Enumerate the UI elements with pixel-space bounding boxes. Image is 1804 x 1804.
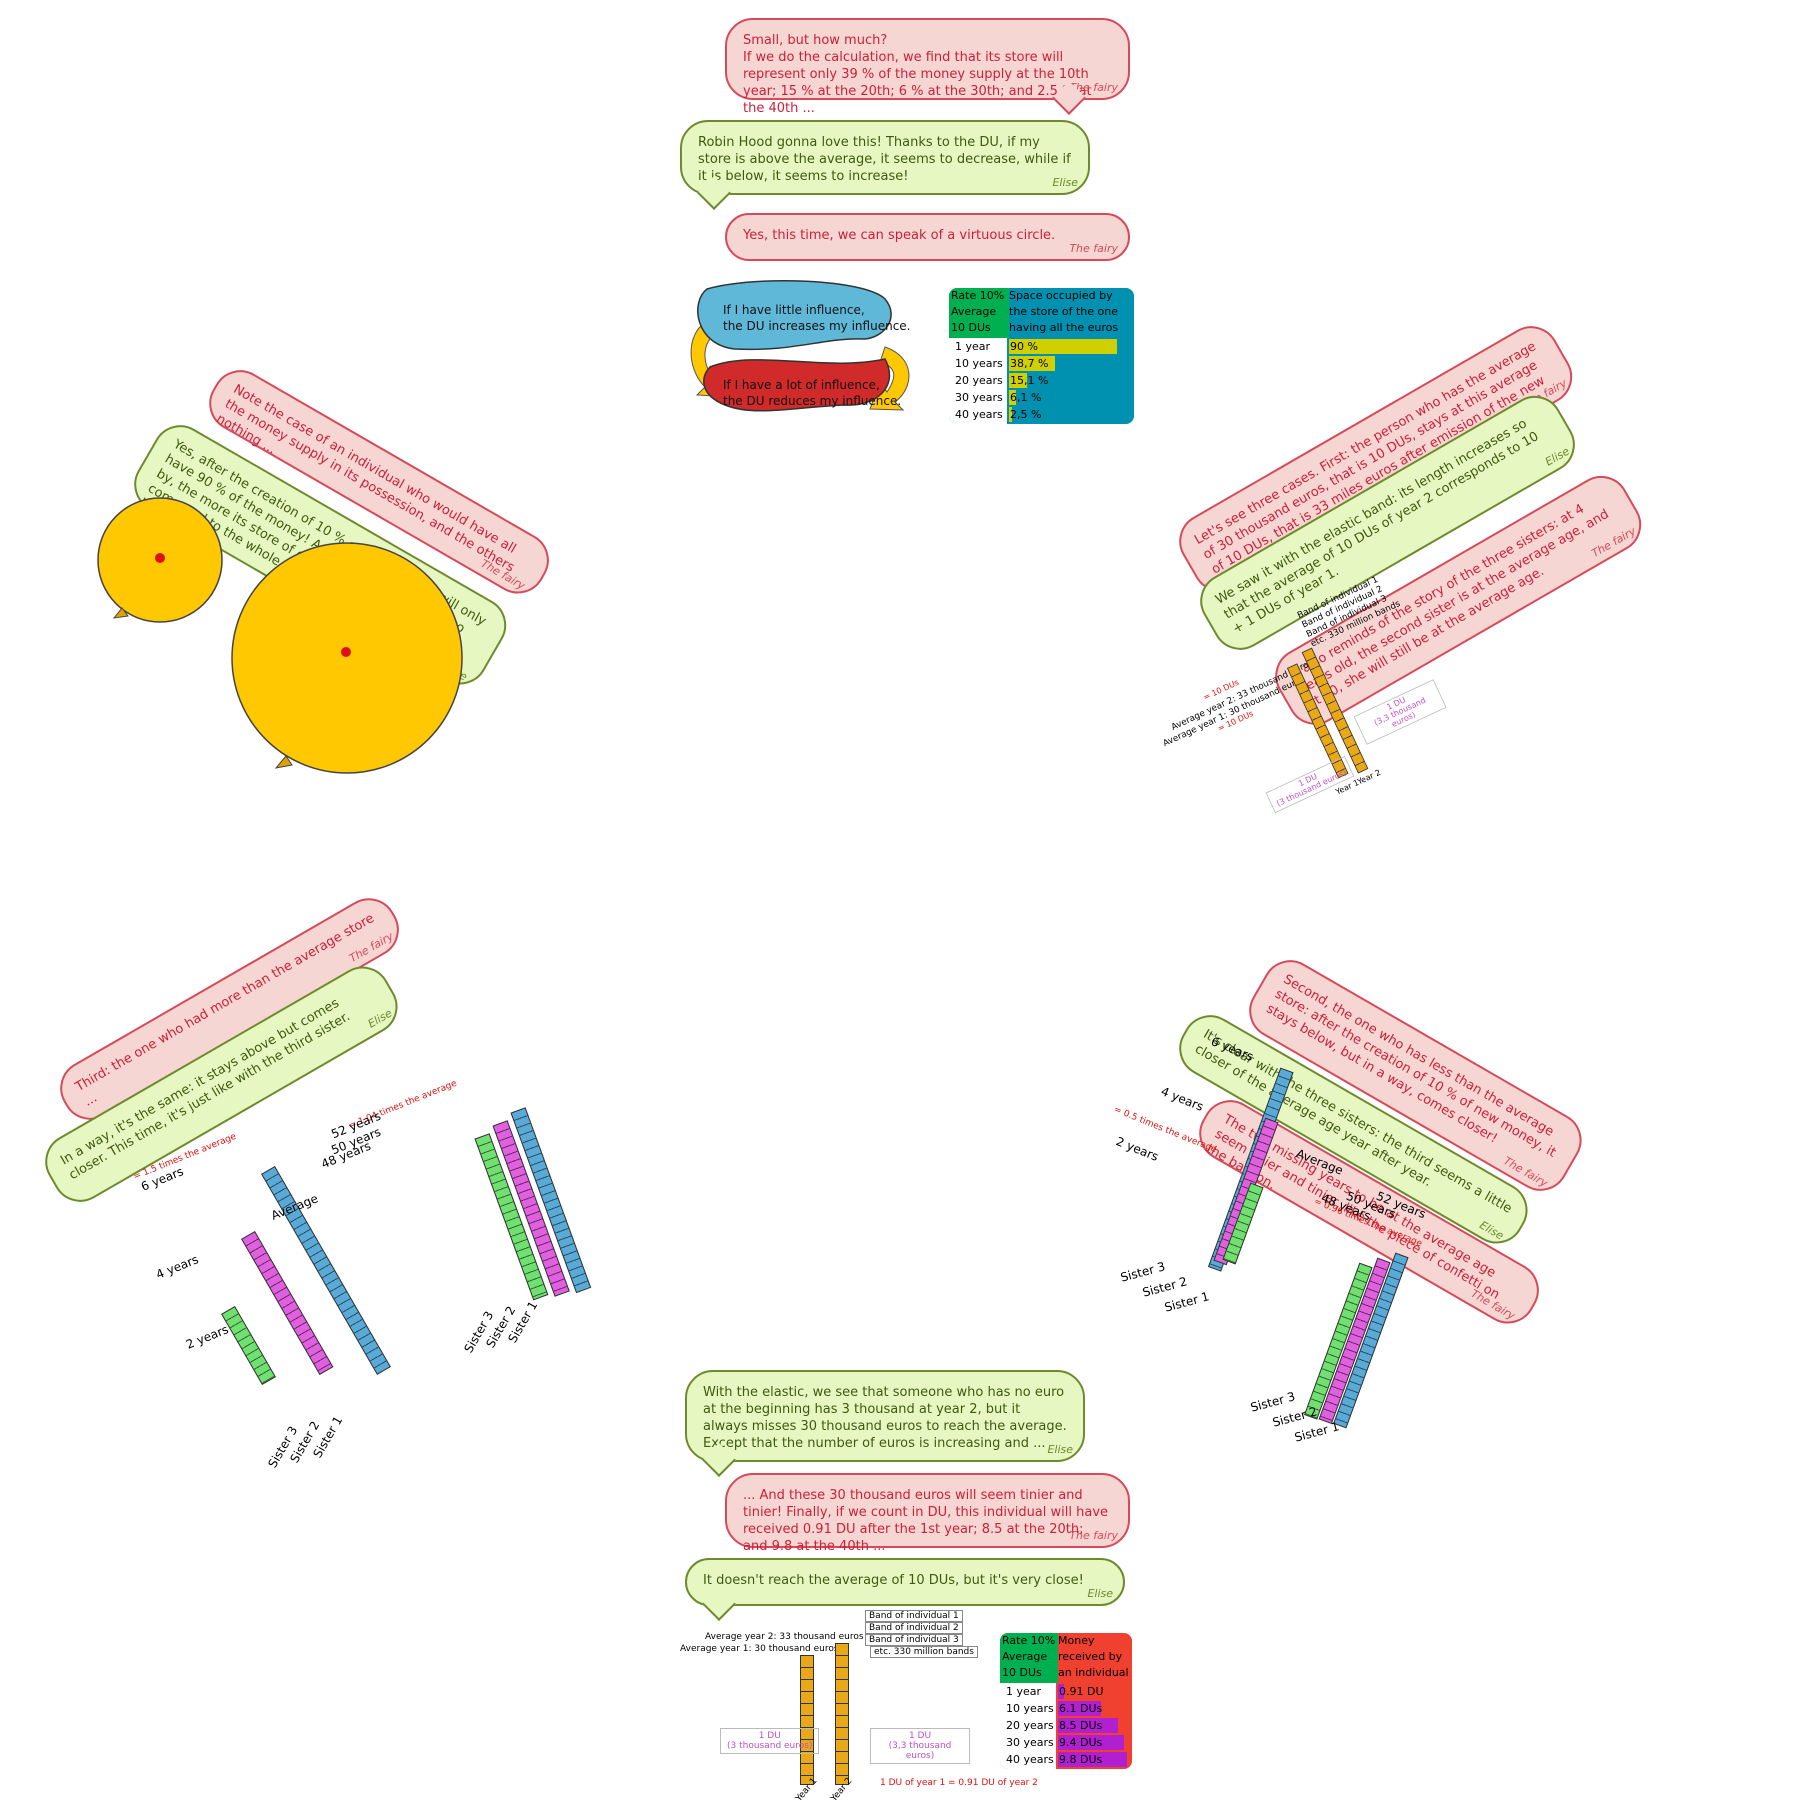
confetti-dot <box>155 553 165 563</box>
elise-bubble-6: With the elastic, we see that someone wh… <box>685 1370 1085 1477</box>
table-row-value: 9.4 DUs <box>1059 1736 1103 1749</box>
store-space-table: Rate 10% Average 10 DUs Space occupied b… <box>949 288 1134 424</box>
bubble-text: Small, but how much? If we do the calcul… <box>743 33 1092 116</box>
right-top-panel: Let's see three cases. First: the person… <box>1130 270 1790 830</box>
fairy-bubble-1: Small, but how much? If we do the calcul… <box>725 18 1130 116</box>
speaker-label: Elise <box>1052 176 1078 189</box>
small-balloon <box>97 497 223 623</box>
band-label: Band of individual 2 <box>865 1622 963 1634</box>
table-row-label: 10 years <box>955 357 1003 370</box>
table-row-label: 20 years <box>955 374 1003 387</box>
table-head-left: Rate 10% Average 10 DUs <box>949 288 1009 338</box>
table-left-white <box>1000 1683 1056 1769</box>
bottom-panel: With the elastic, we see that someone wh… <box>670 1370 1140 1804</box>
bubble-text: Yes, this time, we can speak of a virtuo… <box>743 228 1056 243</box>
age-label: 2 years <box>183 1322 231 1352</box>
left-bottom-panel: Third: the one who had more than the ave… <box>35 888 670 1560</box>
virtuous-circle-diagram <box>690 280 910 412</box>
table-row-value: 0.91 DU <box>1059 1685 1104 1698</box>
elise-bubble-1: Robin Hood gonna love this! Thanks to th… <box>680 120 1090 210</box>
elise-bubble-7: It doesn't reach the average of 10 DUs, … <box>685 1558 1125 1621</box>
table-row-value: 6.1 DUs <box>1059 1702 1103 1715</box>
cycle-top-label: If I have little influence, the DU incre… <box>723 303 911 333</box>
left-top-panel: Note the case of an individual who would… <box>60 270 680 830</box>
speaker-label: Elise <box>1087 1587 1113 1600</box>
table-row-label: 40 years <box>955 408 1003 421</box>
top-panel: Small, but how much? If we do the calcul… <box>675 15 1135 435</box>
table-row-label: 10 years <box>1006 1702 1054 1715</box>
age-label: 4 years <box>153 1252 201 1282</box>
bubble-text: Robin Hood gonna love this! Thanks to th… <box>698 135 1071 184</box>
speaker-label: The fairy <box>1069 242 1118 255</box>
confetti-dot <box>341 647 351 657</box>
sister-label: Sister 1 <box>1292 1419 1341 1445</box>
table-value-bar <box>1058 1752 1127 1767</box>
table-value-bar <box>1058 1701 1101 1716</box>
table-row-value: 2,5 % <box>1010 408 1042 421</box>
bubble-text: It doesn't reach the average of 10 DUs, … <box>703 1573 1084 1588</box>
table-row-label: 20 years <box>1006 1719 1054 1732</box>
speaker-label: The fairy <box>1069 1529 1118 1542</box>
table-value-bar <box>1058 1718 1118 1733</box>
table-row-value: 9.8 DUs <box>1059 1753 1103 1766</box>
elastic-diagram: Band of individual 1 Band of individual … <box>670 1610 1038 1804</box>
fairy-bubble-2: Yes, this time, we can speak of a virtuo… <box>725 213 1130 261</box>
table-row-value: 8.5 DUs <box>1059 1719 1103 1732</box>
fairy-bubble-9: ... And these 30 thousand euros will see… <box>725 1473 1130 1554</box>
table-row-value: 90 % <box>1010 340 1038 353</box>
right-bottom-panel: Second, the one who has less than the av… <box>1112 930 1790 1530</box>
bubble-text: With the elastic, we see that someone wh… <box>703 1385 1067 1451</box>
age-label: 2 years <box>1113 1134 1161 1164</box>
table-row-value: 38,7 % <box>1010 357 1049 370</box>
table-value-bar <box>1058 1735 1124 1750</box>
table-row-label: 30 years <box>955 391 1003 404</box>
bubble-text: ... And these 30 thousand euros will see… <box>743 1488 1109 1554</box>
big-balloon <box>231 542 463 774</box>
band-year1 <box>800 1655 814 1785</box>
table-left-white <box>949 338 1007 424</box>
table-value-bar <box>1009 407 1012 422</box>
year1-label: Year 1 <box>794 1776 820 1804</box>
band-label: etc. 330 million bands <box>870 1646 978 1658</box>
times-label: = 1.5 times the average <box>132 1131 238 1183</box>
speaker-label: Elise <box>365 1006 395 1031</box>
table-head-right: Space occupied by the store of the one h… <box>1009 289 1119 334</box>
speaker-label: The fairy <box>1069 81 1118 94</box>
sisters-diagram-left: = 1.5 times the average 6 years Average … <box>110 1079 630 1550</box>
table-value-bar <box>1009 373 1028 388</box>
average-label: Average <box>1294 1146 1346 1178</box>
age-label: 4 years <box>1158 1084 1206 1114</box>
du-year2-label: 1 DU (3,3 thousand euros) <box>1353 679 1447 745</box>
table-value-bar <box>1058 1684 1065 1699</box>
du-year2-label: 1 DU (3,3 thousand euros) <box>870 1728 970 1764</box>
table-value-bar <box>1009 339 1117 354</box>
average-year1-label: Average year 1: 30 thousand euros <box>680 1644 839 1654</box>
table-row-label: 40 years <box>1006 1753 1054 1766</box>
speaker-label: Elise <box>1047 1443 1073 1456</box>
table-head-left: Rate 10% Average 10 DUs <box>1000 1633 1058 1683</box>
table-value-bar <box>1009 356 1056 371</box>
sister-label: Sister 1 <box>1162 1289 1211 1315</box>
band-label: Band of individual 1 <box>865 1610 963 1622</box>
sister1-bar-young <box>261 1166 391 1375</box>
du-equivalence-label: 1 DU of year 1 = 0.91 DU of year 2 <box>880 1778 1038 1788</box>
table-row-value: 15,1 % <box>1010 374 1049 387</box>
table-value-bar <box>1009 390 1017 405</box>
balloons <box>97 497 463 774</box>
cycle-bottom-label: If I have a lot of influence, the DU red… <box>723 378 902 408</box>
band-label: Band of individual 3 <box>865 1634 963 1646</box>
table-row-label: 1 year <box>1006 1685 1042 1698</box>
band-year2 <box>835 1643 849 1785</box>
table-head-right: Money received by an individual <box>1058 1634 1129 1679</box>
du-year1-label: 1 DU (3 thousand euros) <box>720 1728 820 1754</box>
sister3-bar-young <box>221 1306 276 1386</box>
table-row-value: 6,1 % <box>1010 391 1042 404</box>
sisters-diagram-right: 6 years 4 years = 0.5 times the average … <box>1112 1034 1770 1490</box>
year2-label: Year 2 <box>829 1776 855 1804</box>
average-year2-label: Average year 2: 33 thousand euros <box>705 1632 864 1642</box>
money-received-table: Rate 10% Average 10 DUs Money received b… <box>1000 1633 1132 1769</box>
table-row-label: 30 years <box>1006 1736 1054 1749</box>
table-row-label: 1 year <box>955 340 991 353</box>
speaker-label: Elise <box>1543 444 1572 469</box>
